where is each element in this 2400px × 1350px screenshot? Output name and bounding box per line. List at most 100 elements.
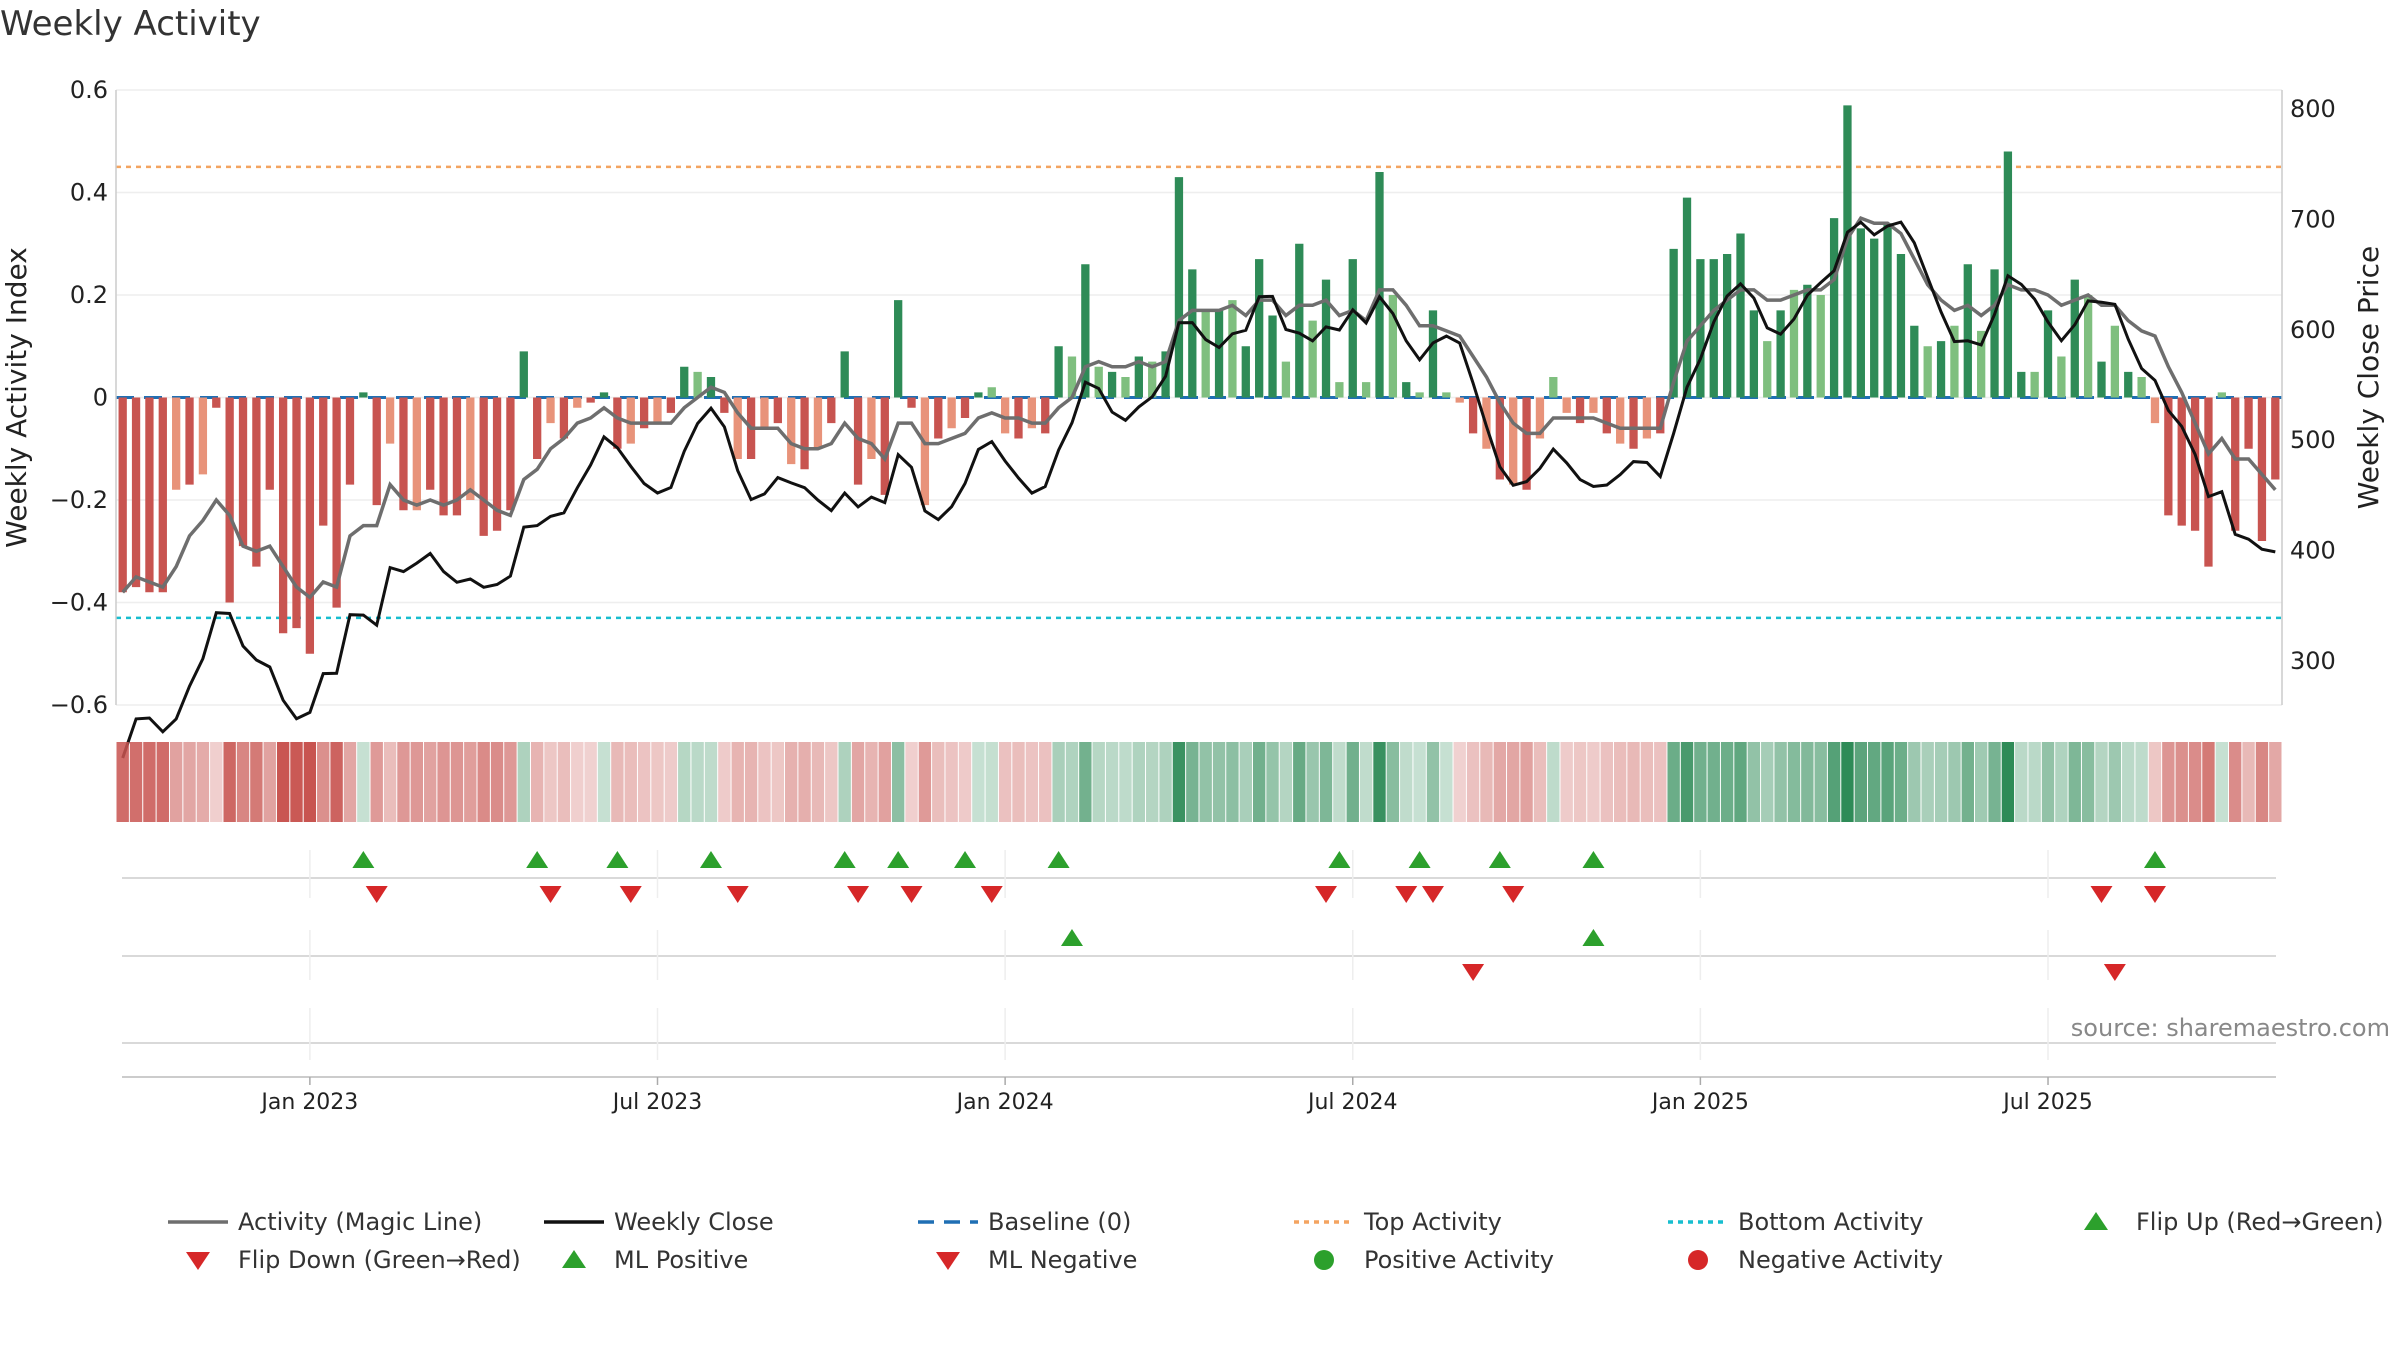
activity-bar: [1054, 346, 1063, 398]
heat-cell: [1948, 742, 1961, 822]
activity-bar: [1642, 397, 1652, 439]
activity-heat-strip: [116, 742, 2282, 822]
activity-bar: [559, 397, 569, 439]
legend-item: ML Positive: [562, 1246, 748, 1274]
legend-label: Top Activity: [1363, 1208, 1502, 1236]
heat-cell: [1627, 742, 1640, 822]
heat-cell: [1159, 742, 1172, 822]
heat-cell: [276, 742, 290, 822]
activity-bar: [626, 397, 635, 444]
y-tick-label: 0.6: [70, 76, 108, 104]
activity-bar: [238, 397, 248, 547]
activity-bar: [2190, 397, 2200, 531]
heat-cell: [918, 742, 932, 822]
legend-label: ML Negative: [988, 1246, 1137, 1274]
x-tick-label: Jul 2024: [1306, 1090, 1398, 1115]
heat-cell: [932, 742, 945, 822]
activity-bar: [1174, 177, 1184, 398]
activity-bar: [1067, 356, 1077, 398]
heat-cell: [1279, 742, 1293, 822]
heat-cell: [210, 742, 223, 822]
ml-negative-marker: [2103, 964, 2126, 981]
heat-cell: [1199, 742, 1212, 822]
heat-cell: [651, 742, 664, 822]
flip-up-marker: [352, 851, 375, 868]
heat-cell: [1934, 742, 1948, 822]
heat-cell: [1092, 742, 1105, 822]
activity-bar: [827, 397, 836, 424]
activity-bar: [1549, 377, 1558, 398]
activity-bar: [1990, 269, 1999, 398]
activity-bar: [960, 397, 970, 418]
heat-cell: [2269, 742, 2282, 822]
axes-layer: 0.6 0.4 0.2 0 −0.2 −0.4 −0.6 800 700 600 500 400 300…: [0, 76, 2385, 719]
activity-bar: [185, 397, 194, 485]
legend-swatch: [562, 1250, 586, 1268]
flip-down-marker: [900, 886, 923, 903]
legend-label: Positive Activity: [1364, 1246, 1554, 1274]
heat-cell: [1761, 742, 1774, 822]
legend-label: Baseline (0): [988, 1208, 1131, 1236]
heat-cell: [1787, 742, 1801, 822]
legend-label: Flip Up (Red→Green): [2136, 1208, 2384, 1236]
heat-cell: [1186, 742, 1199, 822]
activity-bar: [1402, 382, 1411, 398]
lines-layer: [121, 215, 2277, 759]
heat-cell: [891, 742, 905, 822]
heat-cell: [1533, 742, 1547, 822]
activity-bar: [2110, 325, 2120, 398]
flip-up-marker: [954, 851, 977, 868]
activity-bar: [1629, 397, 1638, 449]
heat-cell: [1520, 742, 1533, 822]
heat-cell: [1694, 742, 1707, 822]
heat-cell: [2242, 742, 2255, 822]
heat-cell: [557, 742, 571, 822]
activity-bar: [1509, 397, 1518, 485]
legend-swatch: [936, 1252, 960, 1270]
heat-cell: [424, 742, 437, 822]
legend-label: Activity (Magic Line): [238, 1208, 482, 1236]
heat-cell: [464, 742, 477, 822]
y-tick-label: 0.4: [70, 179, 108, 207]
heat-cell: [1774, 742, 1787, 822]
y2-tick-label: 600: [2290, 316, 2336, 344]
activity-bar: [693, 371, 702, 398]
heat-cell: [905, 742, 918, 822]
heat-cell: [1841, 742, 1854, 822]
heat-cell: [2135, 742, 2148, 822]
heat-cell: [1734, 742, 1747, 822]
heat-cell: [1212, 742, 1226, 822]
activity-bar: [733, 397, 742, 459]
activity-bar: [907, 397, 916, 408]
activity-bar: [894, 300, 903, 398]
activity-bar: [1027, 397, 1037, 429]
flip-up-marker: [887, 851, 910, 868]
ml-positive-marker: [1582, 929, 1605, 946]
heat-cell: [704, 742, 718, 822]
activity-bar: [573, 397, 582, 408]
heat-cell: [1293, 742, 1306, 822]
activity-bar: [787, 397, 796, 465]
heat-cell: [1146, 742, 1159, 822]
heat-cell: [811, 742, 825, 822]
heat-cell: [2122, 742, 2135, 822]
activity-bars: [118, 105, 2280, 654]
heat-cell: [517, 742, 530, 822]
activity-bar: [1321, 279, 1331, 398]
heat-cell: [2028, 742, 2041, 822]
activity-bar: [492, 397, 502, 531]
heat-cell: [2202, 742, 2215, 822]
chart-title: Weekly Activity: [0, 4, 261, 44]
heat-cell: [343, 742, 357, 822]
activity-bar: [305, 397, 315, 654]
flip-down-marker: [2143, 886, 2166, 903]
heat-cell: [1052, 742, 1065, 822]
heat-cell: [691, 742, 704, 822]
activity-bar: [1776, 310, 1785, 398]
activity-bar: [880, 397, 889, 495]
heat-cell: [1172, 742, 1186, 822]
heat-cell: [1613, 742, 1627, 822]
activity-bar: [867, 397, 876, 459]
heat-cell: [584, 742, 597, 822]
heat-cell: [1654, 742, 1667, 822]
